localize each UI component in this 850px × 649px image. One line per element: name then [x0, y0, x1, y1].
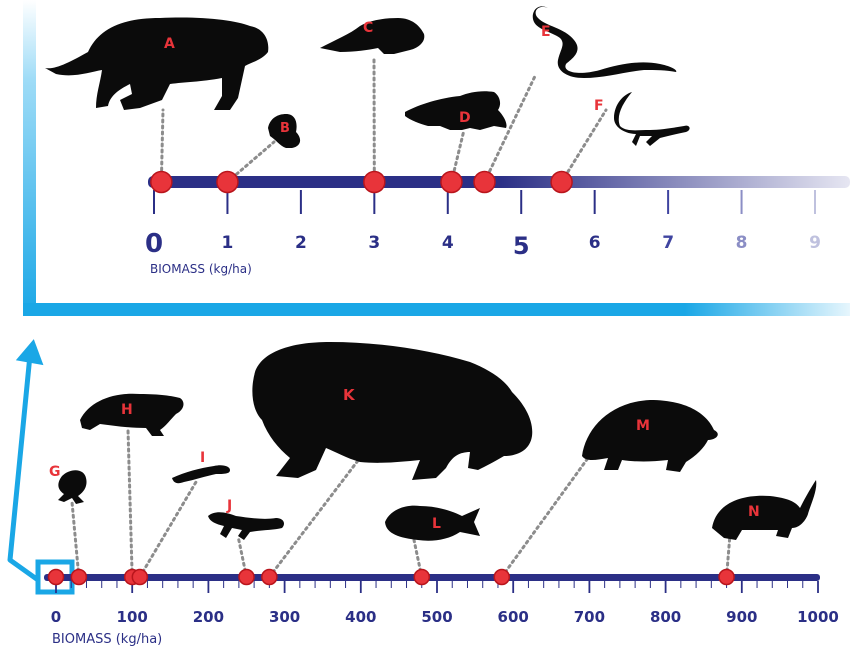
bottom-tick-label: 1000 — [797, 608, 839, 626]
axis-markers — [47, 170, 735, 586]
tiger-silhouette — [45, 17, 269, 111]
top-tick-label: 5 — [513, 232, 530, 260]
bottom-tick-label: 400 — [345, 608, 376, 626]
river-turtle-silhouette — [712, 480, 817, 540]
top-tick-label: 2 — [295, 233, 307, 253]
marker-e — [473, 170, 496, 194]
animal-labels: A B C D E F G H I J K L M N — [49, 20, 760, 532]
label-l: L — [432, 516, 441, 532]
salamander-silhouette — [172, 465, 230, 484]
bottom-tick-label: 900 — [726, 608, 757, 626]
leader-line-i — [138, 480, 198, 579]
marker-k — [261, 568, 278, 586]
top-tick-label: 4 — [442, 233, 454, 253]
bottom-tick-label: 100 — [117, 608, 148, 626]
marker-b — [216, 170, 239, 194]
label-g: G — [49, 464, 61, 480]
top-tick-label: 7 — [662, 233, 674, 253]
marker-d — [440, 170, 463, 194]
snake-silhouette — [532, 6, 677, 79]
bottom-tick-label: 500 — [421, 608, 452, 626]
bottom-tick-label: 700 — [574, 608, 605, 626]
label-a: A — [164, 36, 175, 52]
tortoise-silhouette — [582, 400, 718, 472]
bottom-tick-label: 300 — [269, 608, 300, 626]
top-axis-ticks: 0 1 2 3 4 5 6 7 8 9 — [145, 190, 821, 260]
bottom-tick-label: 600 — [498, 608, 529, 626]
label-j: J — [226, 498, 232, 514]
tuatara-silhouette — [208, 512, 284, 540]
iguana-silhouette — [405, 91, 507, 130]
bottom-axis-ticks: 0 100 200 300 400 500 600 700 800 900 1000 — [51, 581, 839, 626]
marker-n — [718, 568, 735, 586]
top-axis-title: BIOMASS (kg/ha) — [150, 262, 252, 276]
leader-line-h — [126, 428, 134, 579]
leader-line-f — [560, 108, 608, 184]
marker-f — [550, 170, 573, 194]
otter-silhouette — [320, 18, 425, 54]
hippo-silhouette — [252, 342, 533, 480]
zoom-frame — [7, 0, 850, 595]
label-e: E — [541, 24, 551, 40]
top-tick-label: 1 — [222, 233, 234, 253]
bottom-axis: 0 100 200 300 400 500 600 700 800 900 1000 BIOMASS… — [44, 574, 839, 647]
label-f: F — [594, 98, 604, 114]
bottom-axis-bar — [44, 574, 820, 581]
top-axis-bar — [148, 176, 850, 188]
label-c: C — [363, 20, 373, 36]
label-b: B — [280, 121, 290, 136]
animal-silhouettes — [45, 6, 817, 541]
leader-line-e — [483, 72, 538, 184]
frog-silhouette — [58, 470, 87, 504]
bottom-tick-label: 200 — [193, 608, 224, 626]
label-h: H — [121, 402, 133, 418]
label-i: I — [200, 450, 205, 466]
bottom-axis-title: BIOMASS (kg/ha) — [52, 632, 162, 647]
bird-silhouette — [268, 114, 301, 154]
top-tick-label: 0 — [145, 229, 163, 259]
top-tick-label: 8 — [736, 233, 748, 253]
marker-zoom-origin — [47, 568, 65, 586]
marker-g — [70, 568, 88, 586]
marker-i — [131, 568, 149, 586]
marker-m — [493, 568, 511, 586]
bottom-tick-label: 0 — [51, 608, 61, 626]
marker-c — [363, 170, 386, 194]
leader-lines — [70, 56, 732, 579]
label-k: K — [343, 386, 356, 404]
label-n: N — [748, 504, 760, 520]
leader-line-m — [500, 456, 590, 579]
leader-line-a — [159, 108, 165, 184]
marker-a — [150, 170, 173, 194]
marker-j — [238, 568, 255, 586]
leader-line-g — [70, 500, 81, 579]
label-m: M — [636, 418, 650, 434]
fish-silhouette — [385, 505, 480, 541]
bottom-tick-label: 800 — [650, 608, 681, 626]
top-tick-label: 6 — [589, 233, 601, 253]
lizard-silhouette — [614, 92, 690, 146]
top-axis: 0 1 2 3 4 5 6 7 8 9 BIOMASS (kg/ha) — [145, 176, 850, 276]
label-d: D — [459, 110, 471, 126]
top-tick-label: 3 — [368, 233, 380, 253]
top-tick-label: 9 — [809, 233, 821, 253]
marker-l — [413, 568, 431, 586]
leader-line-k — [267, 448, 368, 579]
turtle-silhouette — [80, 393, 184, 436]
leader-line-b — [225, 140, 276, 184]
